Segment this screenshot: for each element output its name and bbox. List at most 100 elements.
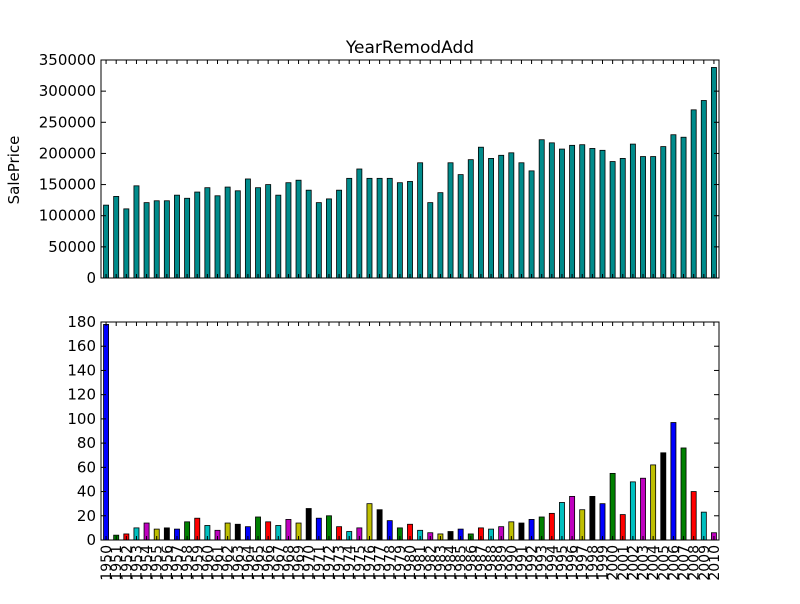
bottom-xtick-label: 2009 xyxy=(697,545,713,581)
bottom-bar-2005 xyxy=(660,452,667,541)
bottom-bar-1976 xyxy=(366,503,373,541)
bottom-xtick-label: 1993 xyxy=(535,545,551,581)
bottom-bar-2009 xyxy=(700,511,707,541)
top-bar-1979 xyxy=(396,182,403,279)
bottom-xtick-label: 1988 xyxy=(484,545,500,581)
top-bar-1978 xyxy=(386,177,393,279)
top-bar-1971 xyxy=(315,202,322,279)
bottom-xtick-label: 1980 xyxy=(403,545,419,581)
bottom-xtick-label: 1962 xyxy=(221,545,237,581)
top-bar-1962 xyxy=(224,186,231,279)
top-ytick-label: 0 xyxy=(86,269,96,287)
bottom-bar-1950 xyxy=(103,324,109,541)
top-bar-1955 xyxy=(153,200,160,279)
bottom-bar-1997 xyxy=(579,509,586,541)
bottom-xtick-label: 1956 xyxy=(160,545,176,581)
top-ytick-label: 350000 xyxy=(39,51,96,69)
bottom-xtick-label: 1960 xyxy=(200,545,216,581)
top-bar-2003 xyxy=(640,156,646,279)
bottom-xtick-label: 1973 xyxy=(332,545,348,581)
top-bar-1956 xyxy=(163,200,170,279)
top-ytick-label: 150000 xyxy=(39,176,96,194)
bottom-xtick-label: 1991 xyxy=(514,545,530,581)
top-bar-1958 xyxy=(184,197,191,279)
top-bar-2004 xyxy=(650,156,657,279)
top-bar-1975 xyxy=(356,168,363,279)
bottom-xtick-label: 1985 xyxy=(454,545,470,581)
bottom-xtick-label: 1997 xyxy=(575,545,591,581)
bottom-ytick-label: 0 xyxy=(86,531,96,549)
bottom-ytick-label: 20 xyxy=(77,507,96,525)
top-bar-1972 xyxy=(326,198,332,279)
bottom-xtick-label: 1999 xyxy=(595,545,611,581)
top-bar-1968 xyxy=(285,182,292,279)
top-bar-1999 xyxy=(599,149,606,279)
top-bar-1970 xyxy=(305,189,312,279)
bottom-xtick-label: 1959 xyxy=(190,545,206,581)
bottom-xtick-label: 1983 xyxy=(433,545,449,581)
bottom-xtick-label: 2001 xyxy=(616,545,632,581)
top-bar-1961 xyxy=(214,195,221,279)
bottom-xtick-label: 1998 xyxy=(585,545,601,581)
bottom-xtick-label: 1969 xyxy=(292,545,308,581)
top-bar-1994 xyxy=(548,142,555,279)
bottom-ytick-label: 180 xyxy=(67,313,96,331)
bottom-xtick-label: 1976 xyxy=(362,545,378,581)
top-plot-area: 0 50000 100000 150000 200000 250000 300000 3500… xyxy=(39,51,720,287)
top-bar-2008 xyxy=(690,109,697,279)
top-bar-1967 xyxy=(275,194,282,279)
bottom-xtick-label: 1978 xyxy=(383,545,399,581)
top-bar-1983 xyxy=(437,192,444,279)
bottom-bar-1999 xyxy=(599,503,606,541)
bottom-ytick-label: 120 xyxy=(67,386,96,404)
top-bar-1977 xyxy=(376,177,383,279)
top-ytick-label: 300000 xyxy=(39,82,96,100)
bottom-bar-2004 xyxy=(650,464,657,541)
bottom-xtick-label: 1995 xyxy=(555,545,571,581)
top-bar-1959 xyxy=(194,191,201,279)
bottom-bar-1970 xyxy=(305,508,312,541)
top-bar-2002 xyxy=(629,143,636,279)
top-bar-2007 xyxy=(680,136,687,279)
bottom-xtick-label: 1957 xyxy=(170,545,186,581)
bottom-xtick-label: 1953 xyxy=(129,545,145,581)
bottom-xtick-label: 1974 xyxy=(342,545,358,581)
bottom-xtick-label: 1971 xyxy=(312,545,328,581)
bottom-xtick-label: 1979 xyxy=(393,545,409,581)
top-bar-1969 xyxy=(295,179,302,279)
top-bar-1995 xyxy=(559,148,565,279)
top-bar-2005 xyxy=(660,146,667,279)
bottom-xtick-label: 1982 xyxy=(423,545,439,581)
bottom-bar-2008 xyxy=(690,491,697,541)
bottom-xtick-label: 1961 xyxy=(211,545,227,581)
top-bar-1986 xyxy=(467,159,474,279)
bottom-xtick-label: 1965 xyxy=(251,545,267,581)
bottom-xtick-label: 2000 xyxy=(606,545,622,581)
bottom-xtick-label: 1951 xyxy=(109,545,125,581)
top-chart-title: YearRemodAdd xyxy=(345,38,474,58)
top-bar-1953 xyxy=(133,185,140,279)
bottom-bar-2003 xyxy=(640,477,646,541)
top-bar-1963 xyxy=(234,190,241,279)
top-bar-1965 xyxy=(255,187,261,279)
top-bar-1990 xyxy=(508,152,515,279)
top-chart-ylabel: SalePrice xyxy=(5,136,23,205)
bottom-ytick-label: 140 xyxy=(67,361,96,379)
top-bar-1951 xyxy=(113,196,120,279)
bottom-xtick-label: 2007 xyxy=(677,545,693,581)
top-bar-1998 xyxy=(589,148,596,279)
top-ytick-label: 250000 xyxy=(39,113,96,131)
top-bar-1993 xyxy=(538,139,545,279)
bottom-xtick-label: 1968 xyxy=(281,545,297,581)
bottom-bar-1998 xyxy=(589,495,596,541)
top-bar-1980 xyxy=(407,181,413,279)
bottom-xtick-label: 1952 xyxy=(119,545,135,581)
bottom-bar-2006 xyxy=(670,422,677,541)
top-bar-1985 xyxy=(457,174,464,279)
bottom-xtick-label: 1950 xyxy=(99,545,115,581)
top-bar-1973 xyxy=(336,189,343,279)
top-bar-2006 xyxy=(670,134,677,279)
top-bar-1989 xyxy=(498,154,505,279)
